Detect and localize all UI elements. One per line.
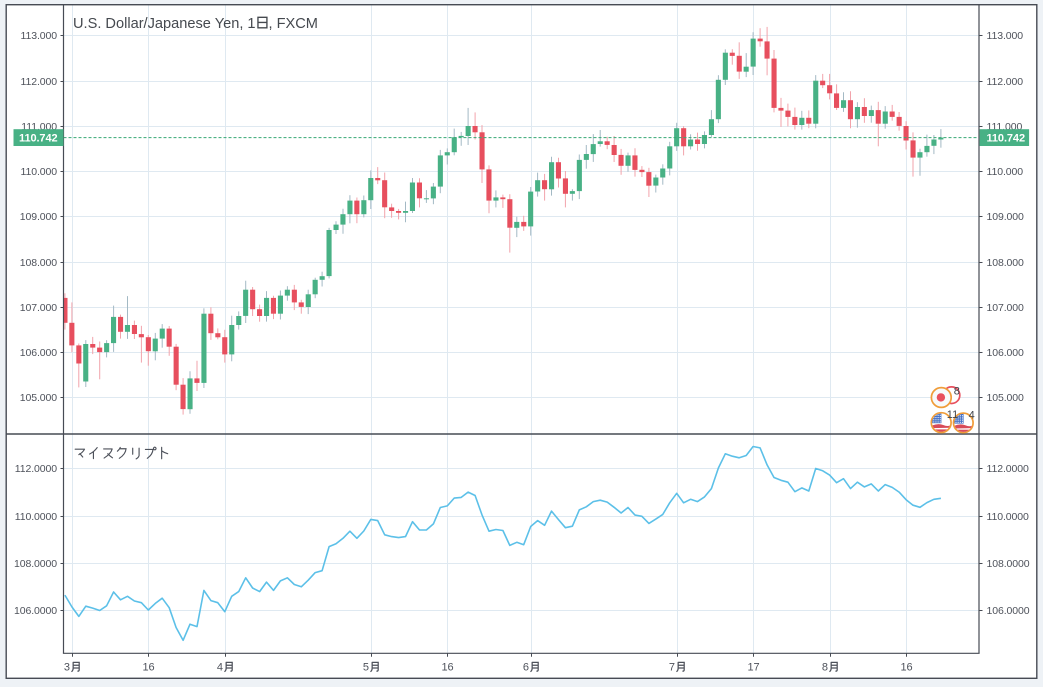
svg-text:8: 8 bbox=[954, 386, 960, 398]
svg-text:110.000: 110.000 bbox=[21, 166, 58, 178]
svg-text:108.0000: 108.0000 bbox=[987, 558, 1030, 570]
svg-text:11: 11 bbox=[947, 409, 958, 421]
svg-text:5: 5 bbox=[363, 661, 369, 673]
svg-text:106.0000: 106.0000 bbox=[987, 605, 1030, 617]
svg-text:110.742: 110.742 bbox=[19, 133, 57, 145]
svg-text:U.S. Dollar/Japanese Yen, 1: U.S. Dollar/Japanese Yen, 1 bbox=[73, 16, 256, 32]
svg-text:110.000: 110.000 bbox=[987, 166, 1024, 178]
svg-text:108.000: 108.000 bbox=[20, 257, 58, 269]
svg-text:110.0000: 110.0000 bbox=[15, 511, 57, 523]
svg-text:106.000: 106.000 bbox=[20, 347, 58, 359]
svg-text:7: 7 bbox=[669, 661, 675, 673]
svg-text:8: 8 bbox=[822, 661, 828, 673]
svg-text:107.000: 107.000 bbox=[20, 302, 58, 314]
svg-text:106.0000: 106.0000 bbox=[14, 605, 57, 617]
svg-text:113.000: 113.000 bbox=[21, 30, 58, 42]
svg-text:112.0000: 112.0000 bbox=[15, 463, 57, 475]
svg-text:106.000: 106.000 bbox=[987, 347, 1025, 359]
svg-text:17: 17 bbox=[747, 661, 759, 673]
svg-text:110.742: 110.742 bbox=[987, 133, 1025, 145]
svg-text:112.000: 112.000 bbox=[21, 76, 58, 88]
svg-text:3: 3 bbox=[64, 661, 70, 673]
svg-text:108.000: 108.000 bbox=[987, 257, 1025, 269]
svg-text:16: 16 bbox=[142, 661, 154, 673]
svg-text:107.000: 107.000 bbox=[987, 302, 1025, 314]
svg-text:105.000: 105.000 bbox=[20, 392, 58, 404]
svg-text:6: 6 bbox=[523, 661, 529, 673]
svg-text:113.000: 113.000 bbox=[987, 30, 1024, 42]
svg-text:, FXCM: , FXCM bbox=[269, 16, 318, 32]
svg-text:4: 4 bbox=[217, 661, 223, 673]
svg-text:112.000: 112.000 bbox=[987, 76, 1024, 88]
svg-text:16: 16 bbox=[441, 661, 453, 673]
svg-text:16: 16 bbox=[900, 661, 912, 673]
svg-text:105.000: 105.000 bbox=[987, 392, 1025, 404]
svg-text:4: 4 bbox=[969, 409, 975, 421]
svg-text:112.0000: 112.0000 bbox=[987, 463, 1029, 475]
svg-text:109.000: 109.000 bbox=[987, 211, 1025, 223]
svg-text:110.0000: 110.0000 bbox=[987, 511, 1029, 523]
svg-text:109.000: 109.000 bbox=[20, 211, 58, 223]
svg-text:108.0000: 108.0000 bbox=[14, 558, 57, 570]
